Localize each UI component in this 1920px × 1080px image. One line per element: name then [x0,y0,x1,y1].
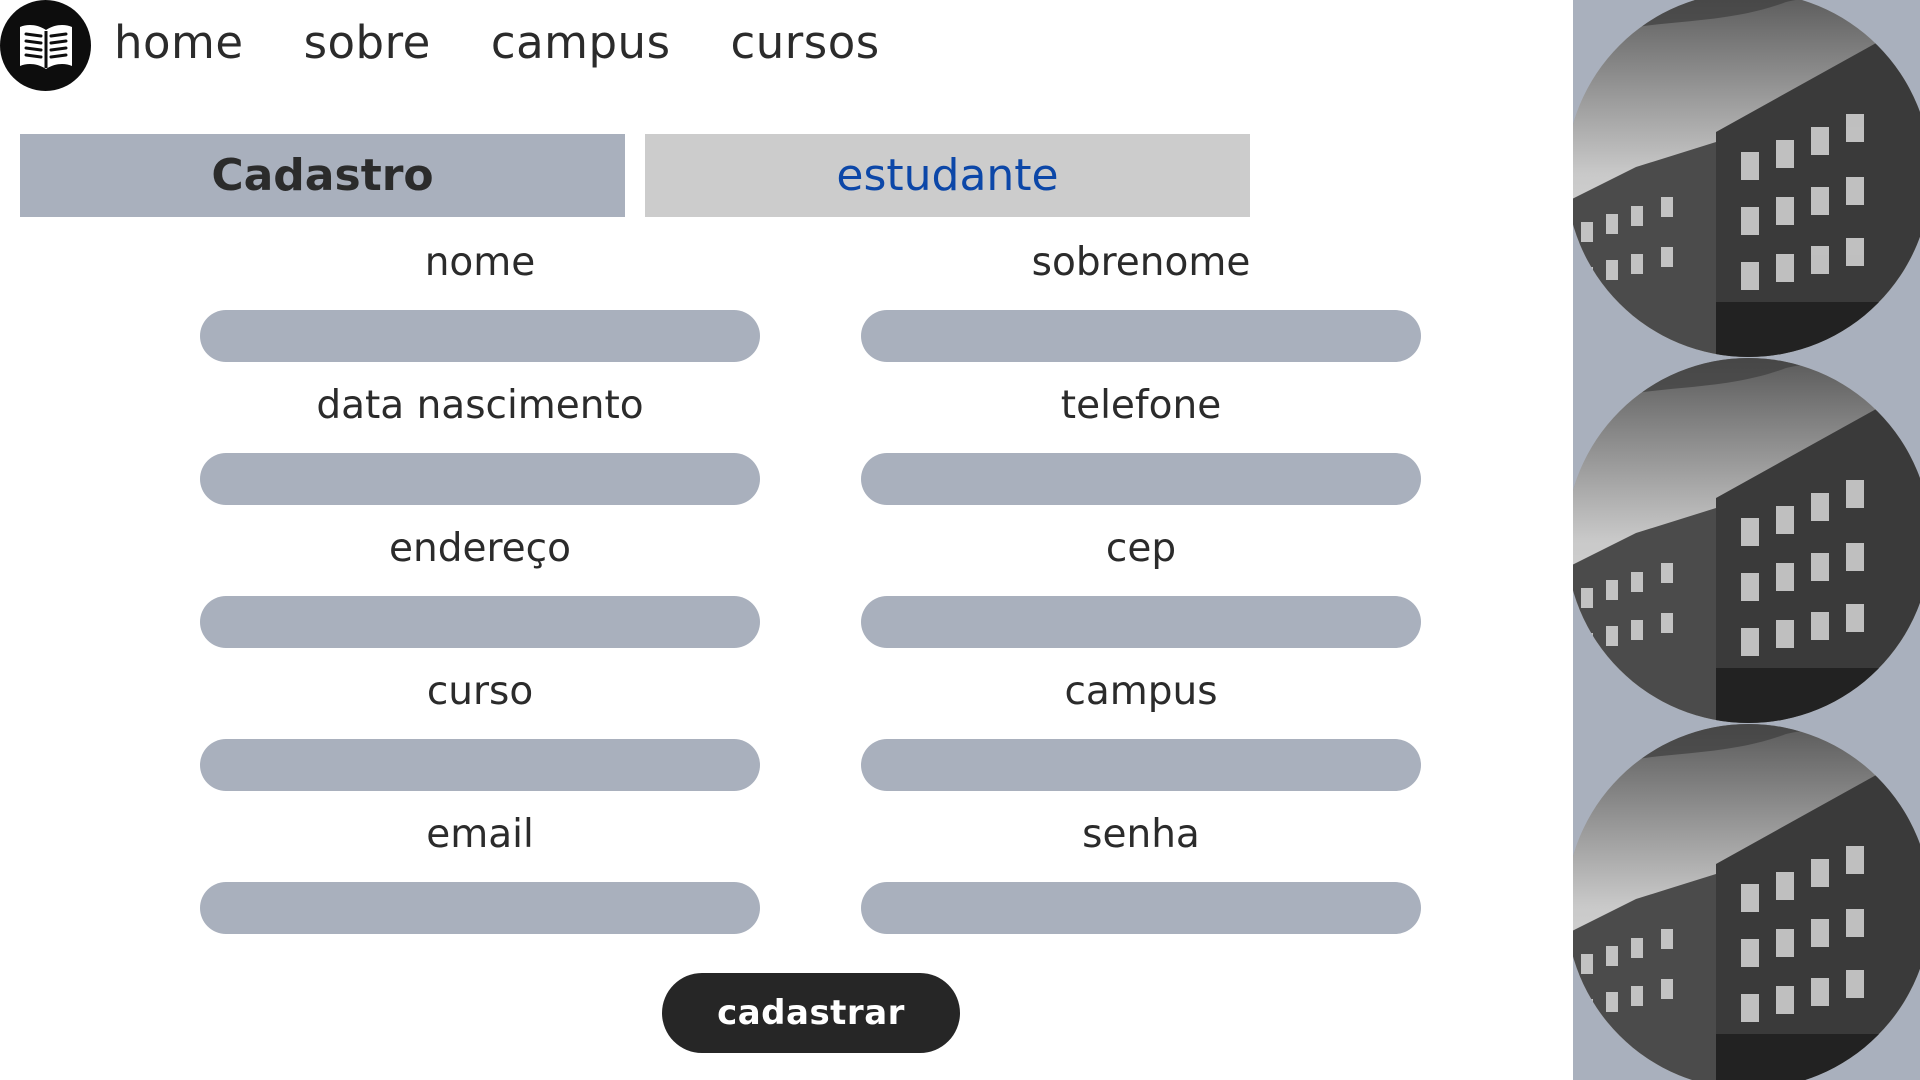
email-label: email [426,812,534,857]
tab-cadastro[interactable]: Cadastro [20,134,625,217]
senha-input[interactable] [861,882,1421,934]
cadastrar-button[interactable]: cadastrar [662,973,960,1053]
nav-link-home[interactable]: home [114,15,244,69]
nome-label: nome [424,240,536,285]
data-nascimento-input[interactable] [200,453,760,505]
email-input[interactable] [200,882,760,934]
open-book-icon [19,24,72,69]
nav-link-sobre[interactable]: sobre [303,15,431,69]
endereco-label: endereço [389,526,571,571]
campus-photo [1573,0,1920,357]
tab-estudante[interactable]: estudante [645,134,1250,217]
campus-label: campus [1064,669,1218,714]
building-photo-icon [1573,358,1920,723]
sobrenome-label: sobrenome [1031,240,1251,285]
telefone-input[interactable] [861,453,1421,505]
main-nav: home sobre campus cursos [114,12,940,72]
endereco-input[interactable] [200,596,760,648]
logo-button[interactable] [0,0,91,91]
nav-link-campus[interactable]: campus [490,15,671,69]
building-photo-icon [1573,0,1920,357]
telefone-label: telefone [1060,383,1222,428]
data-nascimento-label: data nascimento [316,383,644,428]
cep-input[interactable] [861,596,1421,648]
senha-label: senha [1082,812,1200,857]
curso-label: curso [426,669,534,714]
campus-input[interactable] [861,739,1421,791]
cep-label: cep [1105,526,1177,571]
campus-photo [1573,358,1920,723]
side-panel [1573,0,1920,1080]
curso-input[interactable] [200,739,760,791]
nav-link-cursos[interactable]: cursos [730,15,880,69]
sobrenome-input[interactable] [861,310,1421,362]
building-photo-icon [1573,724,1920,1080]
campus-photo [1573,724,1920,1080]
nome-input[interactable] [200,310,760,362]
